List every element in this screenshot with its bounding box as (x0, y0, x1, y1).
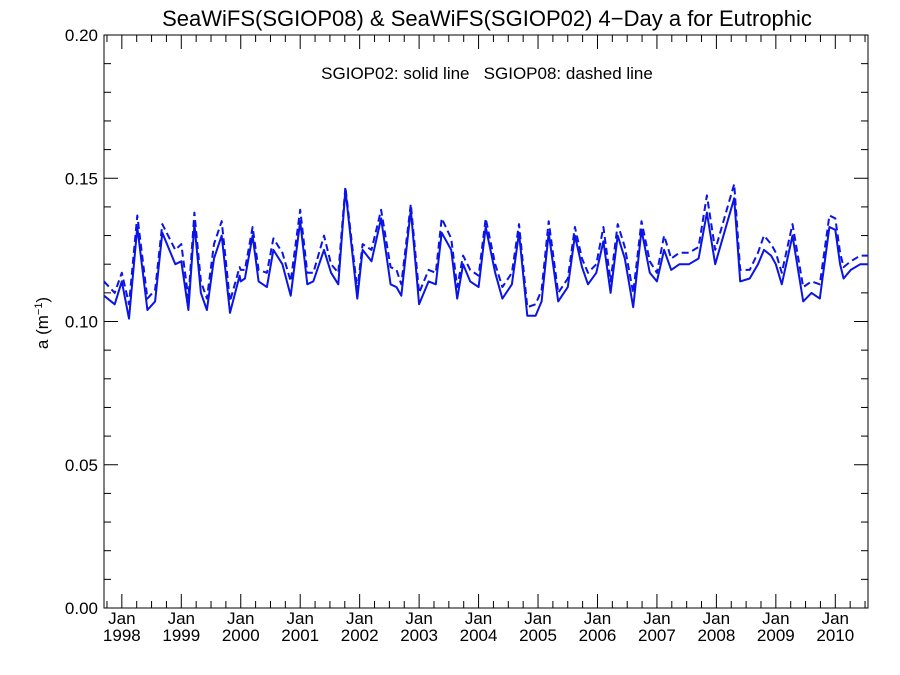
series-line-sgiop08 (103, 183, 868, 309)
y-tick-label: 0.00 (65, 599, 98, 618)
series-layer (103, 183, 868, 320)
x-tick-month-label: Jan (703, 609, 730, 628)
y-tick-label: 0.10 (65, 313, 98, 332)
x-tick-month-label: Jan (405, 609, 432, 628)
y-tick-label: 0.15 (65, 169, 98, 188)
series-style-note: SGIOP02: solid line SGIOP08: dashed line (321, 64, 653, 83)
x-tick-month-label: Jan (168, 609, 195, 628)
x-tick-year-label: 2002 (341, 626, 379, 645)
x-tick-year-label: 2000 (222, 626, 260, 645)
chart-title: SeaWiFS(SGIOP08) & SeaWiFS(SGIOP02) 4−Da… (162, 6, 812, 31)
x-tick-year-label: 2004 (460, 626, 498, 645)
x-tick-month-label: Jan (227, 609, 254, 628)
y-axis-label-exponent: −1 (33, 303, 45, 316)
x-tick-year-label: 2010 (816, 626, 854, 645)
x-tick-month-label: Jan (108, 609, 135, 628)
x-tick-year-label: 2007 (638, 626, 676, 645)
x-tick-year-label: 2001 (281, 626, 319, 645)
x-tick-year-label: 2009 (757, 626, 795, 645)
x-tick-month-label: Jan (822, 609, 849, 628)
x-tick-month-label: Jan (465, 609, 492, 628)
x-tick-year-label: 2005 (519, 626, 557, 645)
x-tick-year-label: 2006 (579, 626, 617, 645)
plot-area (103, 34, 869, 609)
x-tick-year-label: 1999 (162, 626, 200, 645)
x-tick-year-label: 2008 (697, 626, 735, 645)
series-line-sgiop02 (103, 188, 868, 320)
y-axis-label-close: ) (33, 297, 52, 303)
x-tick-month-label: Jan (286, 609, 313, 628)
x-tick-month-label: Jan (346, 609, 373, 628)
y-axis-label-main: a (m (33, 315, 52, 349)
y-tick-label: 0.05 (65, 456, 98, 475)
x-tick-month-label: Jan (584, 609, 611, 628)
plot-frame (103, 34, 869, 609)
y-axis: 0.00 0.05 0.10 0.15 0.20 (65, 26, 868, 618)
y-axis-label: a (m−1) (33, 297, 52, 349)
x-tick-year-label: 1998 (103, 626, 141, 645)
x-tick-month-label: Jan (524, 609, 551, 628)
x-tick-month-label: Jan (643, 609, 670, 628)
x-axis: Jan1998Jan1999Jan2000Jan2001Jan2002Jan20… (103, 35, 866, 645)
x-tick-month-label: Jan (762, 609, 789, 628)
y-tick-label: 0.20 (65, 26, 98, 45)
x-tick-year-label: 2003 (400, 626, 438, 645)
